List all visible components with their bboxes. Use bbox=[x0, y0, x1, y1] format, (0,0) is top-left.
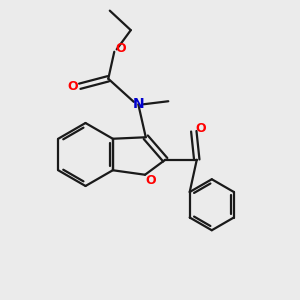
Text: N: N bbox=[133, 97, 144, 111]
Text: O: O bbox=[145, 174, 156, 187]
Text: O: O bbox=[195, 122, 206, 135]
Text: O: O bbox=[116, 42, 126, 55]
Text: O: O bbox=[68, 80, 79, 93]
